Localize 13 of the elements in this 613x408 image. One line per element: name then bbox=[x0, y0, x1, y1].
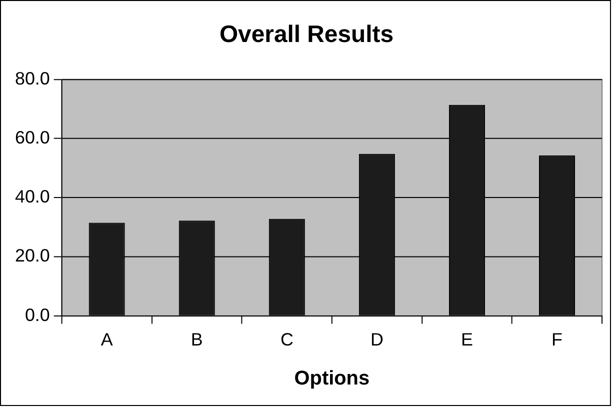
y-tick-label: 0.0 bbox=[24, 304, 50, 325]
x-tick-label: F bbox=[552, 329, 563, 350]
x-tick-label: A bbox=[100, 329, 113, 350]
y-tick-label: 60.0 bbox=[14, 127, 50, 148]
y-tick-label: 40.0 bbox=[14, 186, 50, 207]
x-tick-label: B bbox=[190, 329, 203, 350]
y-tick-label: 20.0 bbox=[14, 246, 50, 266]
y-tick-label: 80.0 bbox=[14, 68, 50, 88]
x-axis-title: Options bbox=[294, 368, 370, 390]
chart-title: Overall Results bbox=[219, 20, 394, 48]
x-tick-label: D bbox=[370, 329, 384, 350]
x-tick-label: E bbox=[460, 329, 474, 350]
x-tick-label: C bbox=[280, 329, 294, 350]
